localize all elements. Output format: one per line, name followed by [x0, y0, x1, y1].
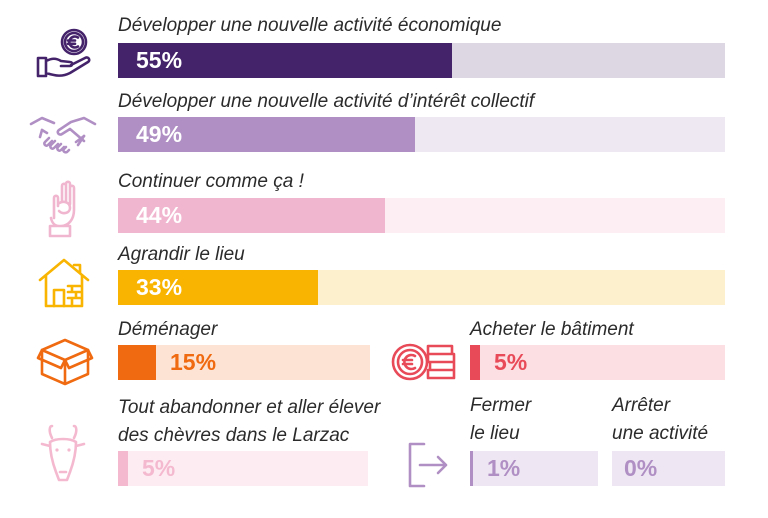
exit-door-icon: [406, 440, 452, 490]
box-icon: [36, 330, 94, 386]
bar-track: 44%: [118, 198, 725, 233]
bar-label: Développer une nouvelle activité d’intér…: [118, 91, 535, 112]
bar-value-label: 55%: [136, 47, 183, 73]
bar-track: 15%: [118, 345, 370, 380]
handshake-icon: [28, 106, 98, 162]
bar-value-label: 0%: [624, 455, 658, 481]
bar-label: Arrêter une activité: [612, 395, 709, 444]
bar-value-label: 5%: [142, 455, 176, 481]
bar-fill: [470, 345, 480, 380]
bar-fill: [118, 198, 385, 233]
bar-track: 33%: [118, 270, 725, 305]
euro-coins-icon: [390, 334, 462, 384]
bar-track: 0%: [612, 451, 725, 486]
bar-track: 1%: [470, 451, 598, 486]
bar-label: Tout abandonner et aller élever des chèv…: [118, 397, 381, 446]
bar-track: 5%: [118, 451, 368, 486]
bar-label: Fermer le lieu: [470, 395, 532, 444]
bar-label: Développer une nouvelle activité économi…: [118, 15, 502, 36]
bar-track: 5%: [470, 345, 725, 380]
bar-fill: [118, 345, 156, 380]
bar-value-label: 49%: [136, 121, 183, 147]
hand-euro-coin-icon: [34, 28, 96, 80]
bar-value-label: 44%: [136, 202, 183, 228]
bar-track: 55%: [118, 43, 725, 78]
bar-label: Acheter le bâtiment: [470, 319, 634, 340]
ok-hand-icon: [38, 178, 88, 238]
bar-fill: [118, 117, 415, 152]
bar-fill: [118, 270, 318, 305]
bar-label: Agrandir le lieu: [118, 244, 245, 265]
bar-label: Continuer comme ça !: [118, 171, 304, 192]
bar-fill: [118, 43, 452, 78]
goat-icon: [38, 424, 88, 484]
bar-value-label: 33%: [136, 274, 183, 300]
bar-track: 49%: [118, 117, 725, 152]
bar-label: Déménager: [118, 319, 218, 340]
bar-value-label: 1%: [487, 455, 521, 481]
house-bricks-icon: [36, 256, 92, 310]
bar-value-label: 5%: [494, 349, 528, 375]
bar-value-label: 15%: [170, 349, 217, 375]
bar-fill: [470, 451, 473, 486]
bar-fill: [118, 451, 128, 486]
